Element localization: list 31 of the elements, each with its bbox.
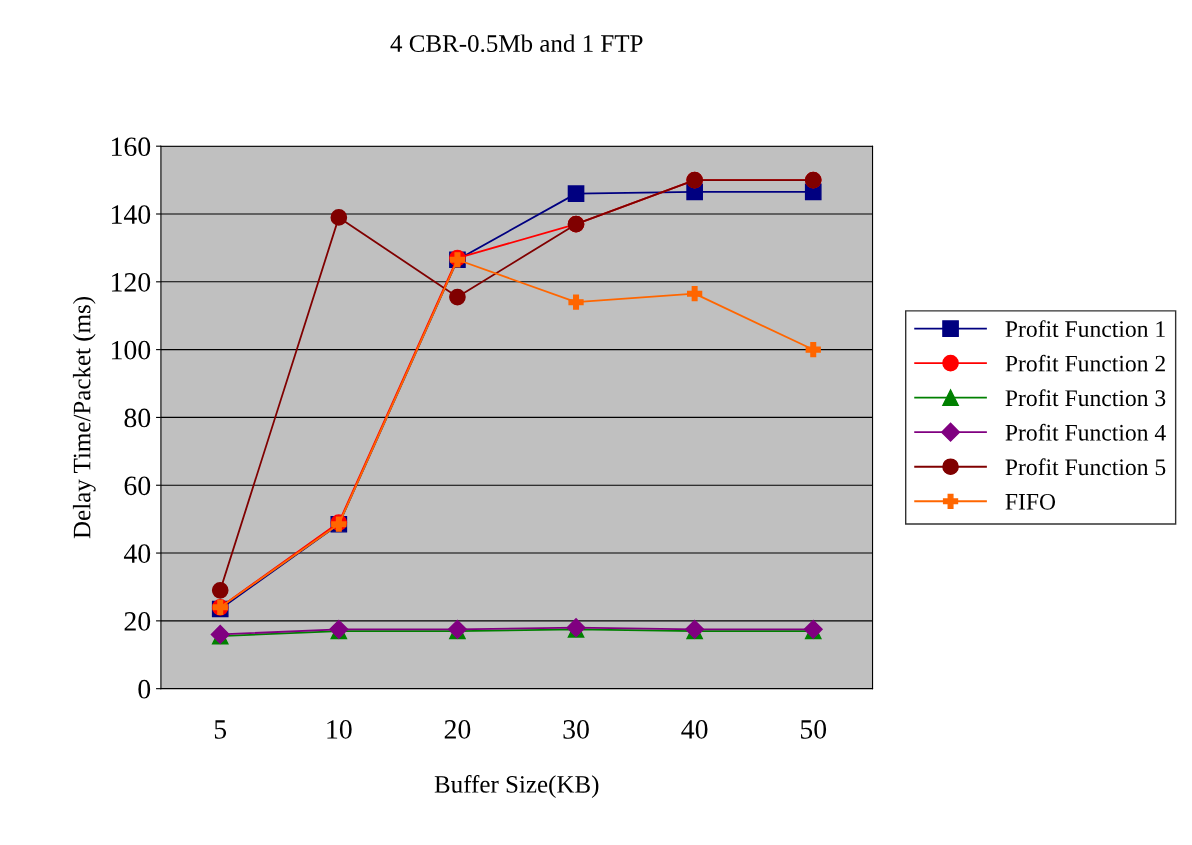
y-tick-label: 100 [111, 340, 151, 360]
point [330, 209, 348, 226]
point [449, 288, 466, 306]
point [686, 286, 703, 302]
legend-label: Profit Function 2 [1005, 354, 1165, 372]
x-tick-label: 20 [444, 720, 471, 739]
legend-label: FIFO [1005, 493, 1056, 510]
x-tick-label: 40 [681, 720, 708, 739]
y-tick-label: 60 [124, 476, 151, 496]
y-tick-label: 40 [123, 544, 151, 563]
y-tick-label: 20 [124, 612, 151, 631]
legend-label: Profit Function 5 [1005, 458, 1166, 476]
point [211, 582, 229, 599]
legend-label: Profit Function 4 [1005, 423, 1166, 441]
y-tick-label: 140 [111, 205, 151, 224]
legend-label: Profit Function 3 [1005, 389, 1166, 407]
chart-title: 4 CBR-0.5Mb and 1 FTP [390, 34, 643, 53]
point [805, 341, 821, 358]
y-tick-label: 160 [111, 137, 151, 157]
x-tick-label: 10 [327, 720, 352, 739]
point [567, 185, 585, 202]
y-tick-label: 120 [111, 272, 151, 292]
legend-label: Profit Function 1 [1005, 320, 1165, 338]
x-axis-title: Buffer Size(KB) [434, 774, 599, 798]
x-tick-label: 30 [563, 720, 589, 739]
y-tick-label: 80 [124, 408, 151, 428]
y-tick-label: 0 [138, 679, 151, 699]
point [568, 294, 584, 310]
x-tick-label: 5 [214, 720, 227, 739]
y-axis-title: Delay Time/Packet (ms) [72, 297, 96, 539]
x-tick-label: 50 [800, 720, 827, 739]
